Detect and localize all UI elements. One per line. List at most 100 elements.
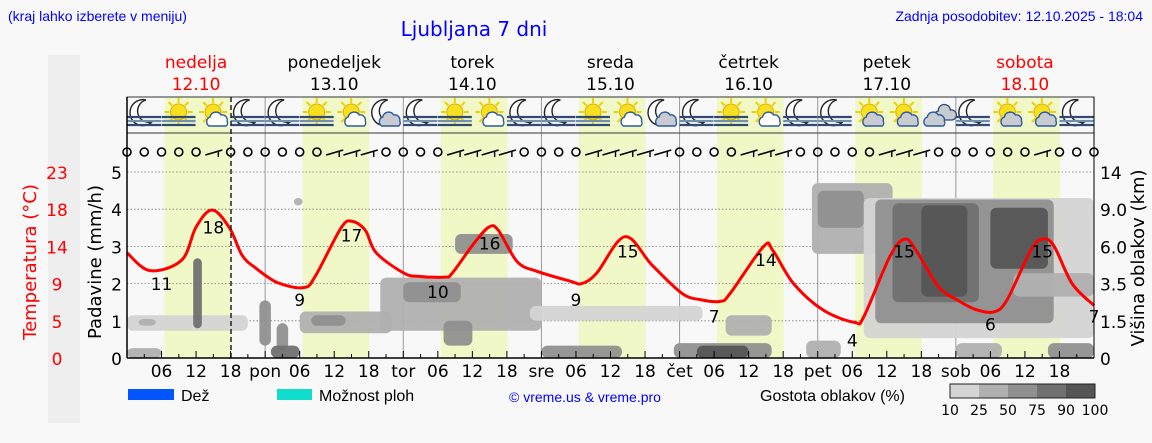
wind-barb-shaft bbox=[360, 149, 378, 156]
temperature-tick-label: 18 bbox=[46, 201, 68, 221]
wind-barb-shaft bbox=[464, 149, 482, 156]
day-date: 12.10 bbox=[172, 75, 221, 95]
wind-barb-shaft bbox=[895, 149, 914, 156]
day-date: 16.10 bbox=[724, 75, 773, 95]
wind-barb-shaft bbox=[740, 149, 758, 156]
sun-ray bbox=[1031, 117, 1037, 123]
sun-ray bbox=[202, 117, 208, 123]
x-tick-label: 06 bbox=[289, 362, 311, 382]
wind-calm-icon bbox=[812, 147, 823, 157]
day-name: torek bbox=[450, 53, 494, 73]
sun-ray bbox=[167, 101, 173, 107]
wind-calm-icon bbox=[553, 147, 564, 157]
wind-barb-shaft bbox=[757, 149, 776, 156]
wind-barb-shaft bbox=[343, 149, 361, 156]
sun-ray bbox=[893, 101, 899, 107]
day-name: nedelja bbox=[165, 53, 227, 73]
x-tick-label: 12 bbox=[462, 362, 484, 382]
wind-row bbox=[122, 147, 1099, 157]
cloud-patch bbox=[990, 207, 1048, 269]
cloud-icon bbox=[654, 111, 678, 127]
wind-calm-icon bbox=[933, 147, 944, 157]
x-tick-label: 18 bbox=[1049, 362, 1071, 382]
sun-ray bbox=[340, 101, 346, 107]
x-day-label: sre bbox=[528, 362, 554, 382]
temperature-label: 18 bbox=[203, 218, 225, 238]
cloud-patch bbox=[529, 305, 703, 321]
x-tick-label: 12 bbox=[323, 362, 345, 382]
copyright-link[interactable]: © vreme.us & vreme.pro bbox=[509, 389, 661, 405]
daylight-band bbox=[716, 97, 784, 358]
wind-calm-icon bbox=[294, 147, 305, 157]
colorbar-tick-label: 75 bbox=[1028, 403, 1046, 419]
cloud-patch bbox=[403, 282, 461, 303]
temperature-label: 4 bbox=[847, 332, 858, 352]
sun-ray bbox=[755, 101, 760, 107]
moon-fog-icon bbox=[506, 98, 541, 127]
wind-barb-shaft bbox=[325, 149, 344, 156]
moon-fog-icon bbox=[955, 98, 990, 127]
wind-calm-icon bbox=[243, 147, 253, 157]
sun-ray bbox=[322, 101, 328, 107]
temperature-label: 15 bbox=[1031, 243, 1053, 263]
cloud-patch bbox=[1013, 273, 1094, 297]
cloud-patch bbox=[696, 345, 749, 358]
moon-cloud-icon bbox=[647, 98, 678, 127]
cloud-patch bbox=[138, 318, 156, 326]
sun-ray bbox=[996, 101, 1002, 107]
showers-swatch bbox=[277, 389, 312, 400]
wind-barb-icon bbox=[585, 149, 603, 157]
sun-ray bbox=[616, 101, 622, 107]
cloud-patch bbox=[541, 345, 623, 358]
cloud-icon bbox=[758, 111, 781, 127]
moon-fog-icon bbox=[127, 98, 161, 127]
cloud-height-tick-label: 14 bbox=[1100, 164, 1122, 184]
cloud-patch bbox=[127, 348, 162, 358]
sun-ray bbox=[1047, 101, 1053, 107]
sun-grey-cloud-icon bbox=[1027, 98, 1058, 127]
cloud-icon bbox=[620, 111, 643, 127]
precip-tick-label: 1 bbox=[111, 313, 122, 333]
sun-ray bbox=[340, 117, 346, 123]
cloud-height-tick-label: 3.5 bbox=[1100, 276, 1127, 296]
wind-barb-icon bbox=[913, 149, 931, 157]
wind-barb-icon bbox=[757, 149, 776, 157]
wind-barb-shaft bbox=[498, 149, 517, 156]
sun-grey-cloud-icon bbox=[889, 98, 919, 127]
sun-ray bbox=[771, 101, 777, 107]
temperature-label: 17 bbox=[341, 227, 363, 247]
temperature-axis-strip bbox=[48, 55, 80, 423]
temperature-label: 7 bbox=[709, 307, 720, 327]
region-hint-link[interactable]: (kraj lahko izberete v meniju) bbox=[8, 8, 187, 24]
wind-calm-icon bbox=[191, 147, 201, 157]
sun-grey-cloud-icon bbox=[993, 98, 1023, 127]
temperature-label: 15 bbox=[893, 243, 915, 263]
wind-barb-shaft bbox=[446, 149, 465, 156]
cloud-icon bbox=[1000, 111, 1023, 127]
sun-ray bbox=[736, 101, 742, 107]
sun-fog-icon bbox=[575, 98, 610, 127]
wind-calm-icon bbox=[847, 147, 858, 157]
sun-cloud-icon bbox=[751, 98, 781, 127]
temperature-label: 9 bbox=[571, 291, 582, 311]
temperature-tick-label: 0 bbox=[52, 350, 63, 370]
sun-ray bbox=[306, 101, 312, 107]
wind-barb-icon bbox=[446, 149, 465, 157]
wind-barb-icon bbox=[774, 149, 793, 157]
x-day-label: tor bbox=[391, 362, 415, 382]
cloud-icon bbox=[378, 111, 401, 127]
wind-barb-shaft bbox=[619, 149, 637, 156]
wind-calm-icon bbox=[951, 147, 961, 157]
moon-fog-icon bbox=[783, 98, 818, 127]
cloud-patch bbox=[725, 315, 772, 336]
colorbar-segment bbox=[1008, 384, 1037, 398]
x-tick-label: 12 bbox=[185, 362, 207, 382]
wind-barb-icon bbox=[205, 149, 223, 157]
sun-ray bbox=[893, 117, 899, 123]
colorbar-segment bbox=[979, 384, 1008, 398]
wind-calm-icon bbox=[260, 147, 270, 157]
cloud-patch bbox=[311, 315, 346, 326]
wind-barb-shaft bbox=[602, 149, 620, 156]
wind-barb-icon bbox=[895, 149, 914, 157]
